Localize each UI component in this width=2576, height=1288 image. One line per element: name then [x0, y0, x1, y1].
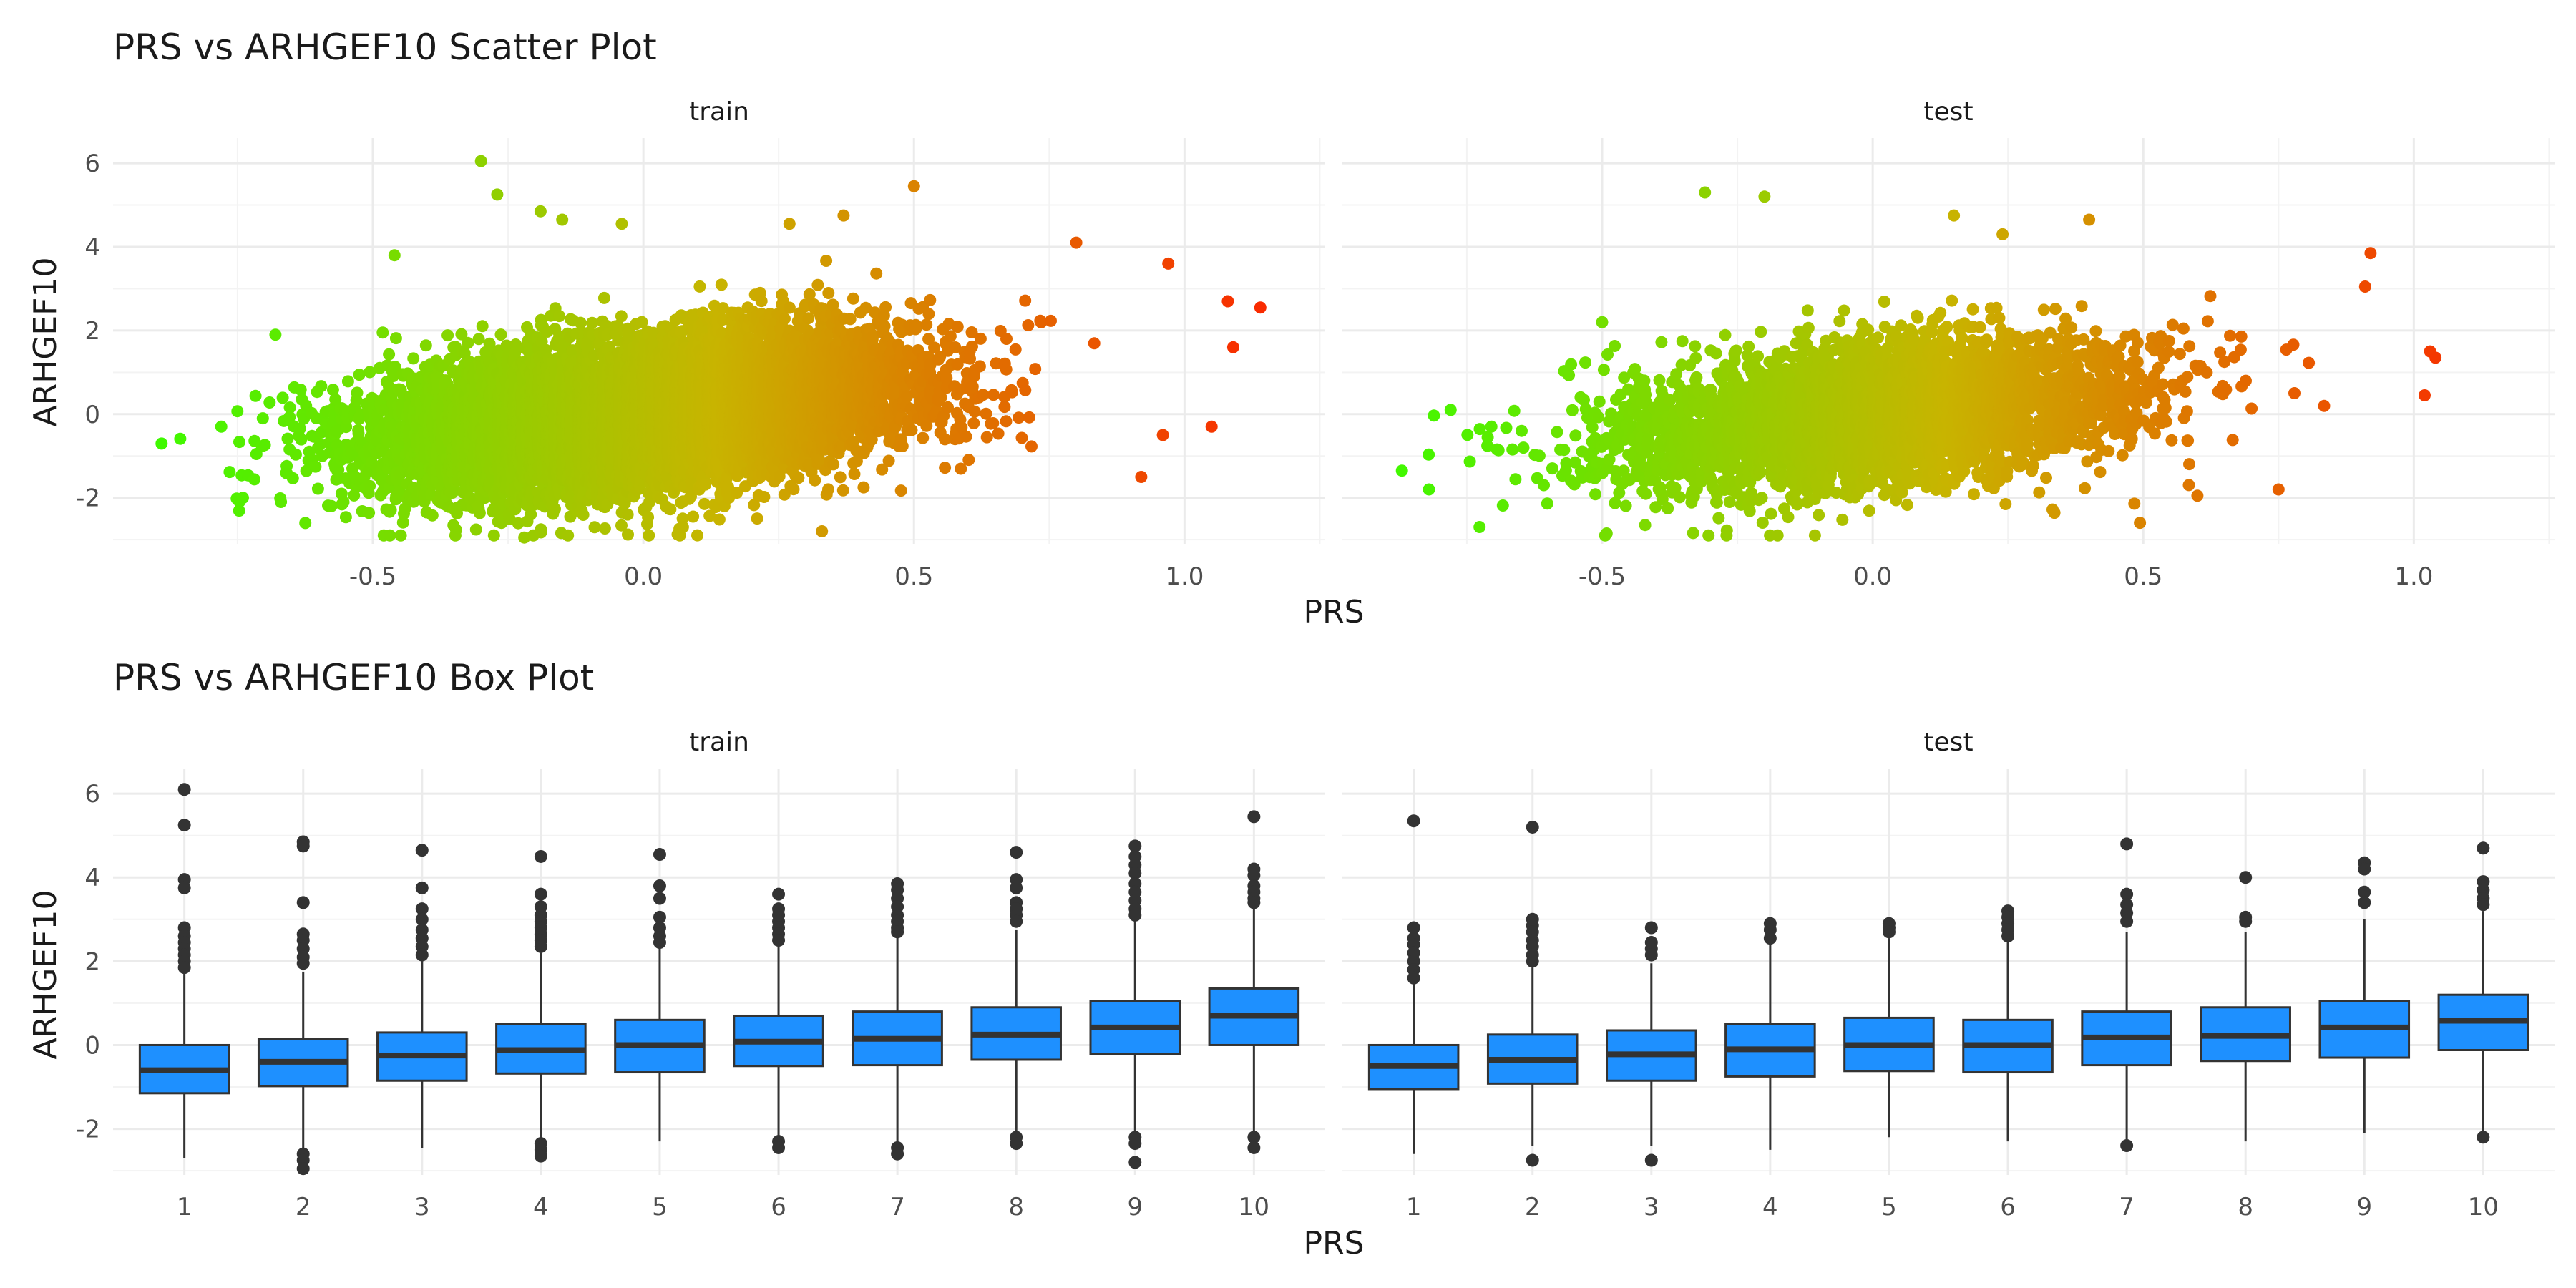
scatter-section: PRS vs ARHGEF10 Scatter Plot train -0.5 0… [27, 26, 2555, 630]
scatter-point [276, 391, 289, 404]
scatter-point [289, 448, 302, 461]
scatter-point [383, 348, 396, 361]
scatter-point [351, 386, 364, 399]
scatter-point [332, 464, 345, 476]
scatter-point [534, 205, 547, 218]
scatter-point [556, 213, 569, 226]
scatter-point [275, 496, 288, 508]
scatter-point [249, 389, 262, 402]
scatter-points-train [155, 155, 1267, 544]
scatter-point [462, 336, 474, 349]
scatter-point [231, 405, 244, 418]
scatter-title: PRS vs ARHGEF10 Scatter Plot [113, 26, 657, 68]
scatter-point [553, 310, 566, 323]
scatter-point [295, 433, 308, 446]
scatter-point [325, 499, 338, 512]
scatter-point [621, 508, 634, 521]
scatter-point [494, 328, 507, 341]
scatter-point [353, 369, 366, 381]
scatter-point [376, 326, 389, 339]
scatter-point [339, 511, 352, 524]
scatter-point [352, 427, 365, 440]
scatter-point [399, 502, 411, 515]
scatter-point [642, 511, 655, 524]
scatter-point [311, 482, 324, 495]
scatter-point [237, 492, 249, 504]
scatter-point [341, 375, 354, 388]
scatter-point [174, 432, 187, 445]
scatter-point [419, 339, 432, 352]
scatter-point [472, 333, 485, 346]
scatter-point [562, 529, 575, 542]
scatter-point [469, 523, 482, 536]
scatter-point [597, 291, 610, 304]
scatter-point [622, 528, 634, 541]
scatter-point [263, 396, 276, 409]
scatter-point [215, 420, 228, 433]
scatter-strip-train: train [689, 97, 749, 127]
scatter-point [329, 393, 342, 406]
scatter-point [389, 332, 402, 345]
scatter-point [455, 328, 468, 341]
scatter-point [394, 529, 407, 542]
scatter-point [313, 438, 326, 451]
scatter-point [299, 517, 312, 530]
scatter-point [615, 218, 628, 230]
scatter-point [615, 310, 628, 323]
scatter-point [315, 380, 328, 393]
scatter-point [586, 316, 598, 329]
scatter-point [389, 361, 401, 374]
scatter-point [364, 479, 376, 492]
scatter-point [300, 464, 313, 477]
scatter-point [407, 352, 420, 365]
scatter-point [426, 509, 439, 522]
scatter-point [363, 507, 376, 519]
scatter-point [476, 320, 489, 333]
scatter-point [248, 473, 260, 486]
scatter-point [388, 249, 401, 262]
scatter-panel-train: train -0.5 0.0 0.5 1.0 [113, 97, 1325, 591]
scatter-point [155, 437, 168, 450]
scatter-point [233, 436, 245, 449]
scatter-point [337, 496, 350, 509]
scatter-point [293, 422, 306, 435]
scatter-point [588, 521, 601, 534]
scatter-point [384, 504, 397, 517]
scatter-point [309, 460, 322, 473]
scatter-point [364, 366, 376, 379]
scatter-point [283, 401, 296, 414]
scatter-point [223, 466, 236, 479]
scatter-point [598, 522, 611, 535]
scatter-point [258, 439, 271, 452]
scatter-point [286, 472, 299, 484]
scatter-point [256, 412, 269, 425]
scatter-point [387, 370, 400, 382]
scatter-point [394, 485, 406, 498]
scatter-point [535, 526, 547, 539]
scatter-point [283, 411, 296, 424]
scatter-point [233, 504, 245, 517]
scatter-point [487, 529, 500, 542]
scatter-point [281, 432, 294, 445]
scatter-point [474, 155, 487, 167]
scatter-point [441, 329, 454, 342]
scatter-point [549, 502, 561, 515]
scatter-point [473, 507, 486, 519]
scatter-point [491, 188, 504, 201]
scatter-point [269, 328, 282, 341]
scatter-point [396, 516, 409, 529]
scatter-point [294, 384, 307, 396]
scatter-point [449, 524, 462, 536]
scatter-point [326, 384, 339, 396]
scatter-point [577, 509, 590, 521]
scatter-point [643, 529, 655, 542]
scatter-point [574, 316, 587, 329]
scatter-point [384, 529, 396, 542]
